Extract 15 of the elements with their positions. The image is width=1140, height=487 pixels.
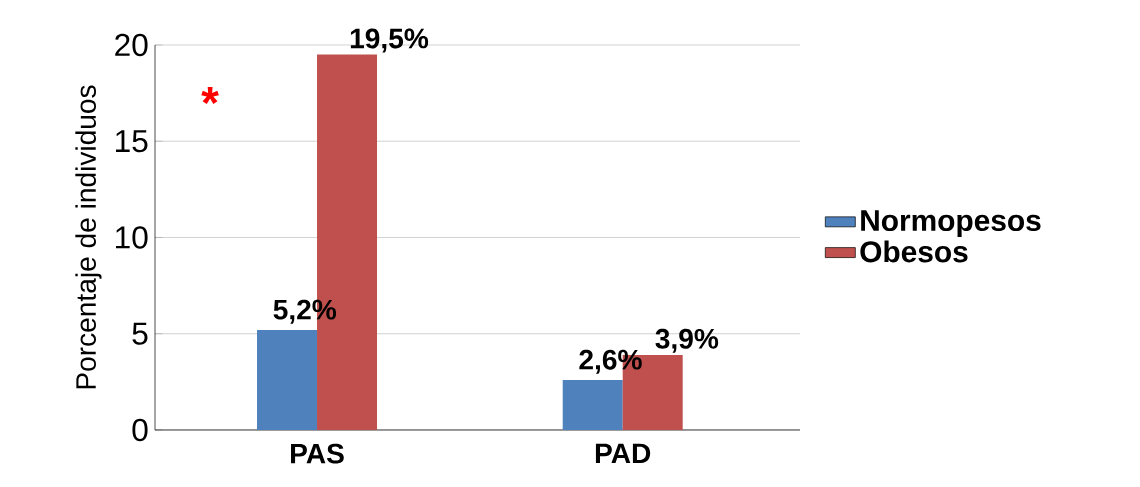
y-tick-label: 15	[116, 130, 148, 153]
y-tick-label: 5	[132, 322, 148, 345]
y-tick-label: 10	[116, 226, 148, 249]
bar	[257, 329, 318, 430]
data-label: 19,5%	[350, 28, 429, 53]
data-label: 3,9%	[655, 328, 719, 353]
y-tick-label: 20	[115, 33, 148, 57]
legend-label: Normopesos	[861, 210, 1041, 237]
bar	[562, 379, 623, 430]
annotation: *	[201, 87, 219, 105]
x-tick-label: PAS	[291, 443, 344, 464]
y-axis-title: Porcentaje de individuos	[75, 85, 102, 389]
legend-label: Obesos	[860, 240, 968, 263]
y-tick-label: 0	[132, 418, 148, 442]
x-tick-label: PAD	[595, 443, 651, 464]
